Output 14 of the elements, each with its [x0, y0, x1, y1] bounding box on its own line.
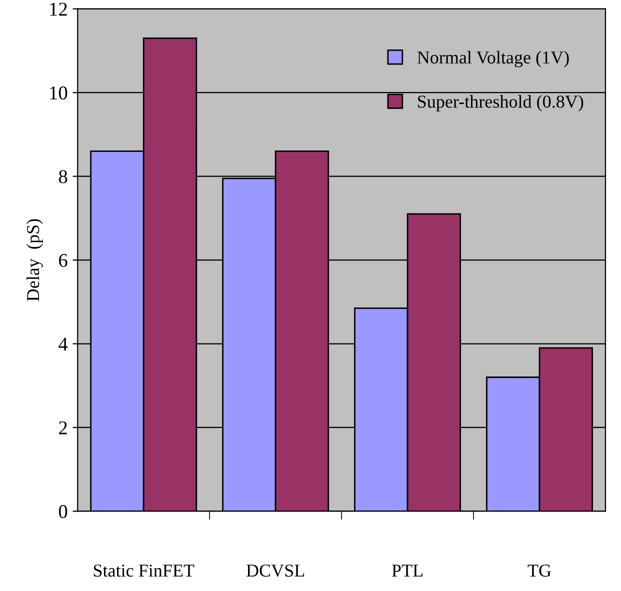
- y-tick-label: 0: [58, 505, 68, 518]
- y-tick-label: 12: [50, 2, 67, 16]
- x-tick-label: TG: [528, 564, 551, 577]
- x-tick-label: PTL: [392, 564, 422, 577]
- y-axis-title: Delay (pS): [26, 219, 43, 302]
- legend-label: Normal Voltage (1V): [417, 50, 569, 68]
- y-tick-label: 2: [59, 421, 67, 434]
- x-tick-label: DCVSL: [246, 564, 304, 577]
- y-tick-label: 4: [58, 338, 68, 351]
- y-tick-label: 6: [59, 254, 68, 267]
- x-tick-label: Static FinFET: [94, 564, 194, 577]
- legend-label: Super-threshold (0.8V): [418, 95, 584, 112]
- y-tick-label: 10: [50, 86, 68, 100]
- y-tick-label: 8: [58, 170, 68, 184]
